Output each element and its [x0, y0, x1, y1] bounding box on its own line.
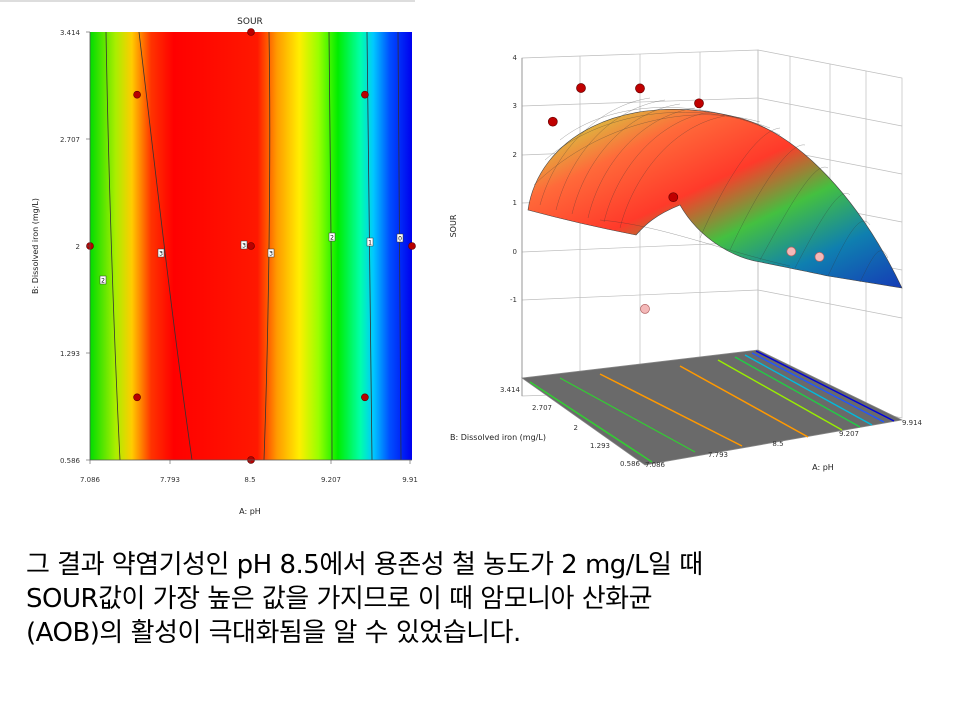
x-tick-label: 9.207 — [321, 476, 341, 484]
svg-text:2: 2 — [330, 235, 334, 242]
contour-design-points — [86, 28, 416, 464]
y-tick-label: 3.414 — [60, 29, 81, 37]
contour-y-ticks: 3.414 2.707 2 1.293 0.586 — [60, 29, 90, 465]
y-tick-label: 2.707 — [60, 136, 80, 144]
contour-label: 3 — [267, 248, 275, 258]
design-point — [361, 393, 369, 402]
contour-label: 3 — [240, 240, 248, 250]
y-tick-label: 2 — [574, 424, 578, 432]
contour-label: 0 — [396, 233, 404, 243]
caption-text: 그 결과 약염기성인 pH 8.5에서 용존성 철 농도가 2 mg/L일 때 … — [26, 548, 946, 650]
x-tick-label: 8.5 — [772, 440, 783, 448]
design-point — [668, 192, 679, 203]
design-point — [786, 246, 797, 257]
z-tick-label: 0 — [513, 248, 517, 256]
z-tick-label: 4 — [513, 54, 518, 62]
svg-text:2: 2 — [101, 278, 105, 285]
x-tick-label: 7.793 — [708, 451, 728, 459]
surface-y-axis-title: B: Dissolved iron (mg/L) — [450, 433, 546, 442]
y-tick-label: 3.414 — [500, 386, 521, 394]
y-tick-label: 2.707 — [532, 404, 552, 412]
contour-label: 1 — [366, 237, 374, 247]
design-point — [640, 304, 650, 314]
svg-text:1: 1 — [368, 240, 372, 247]
design-point — [133, 90, 141, 99]
y-tick-label: 0.586 — [620, 460, 641, 468]
svg-text:3: 3 — [159, 251, 163, 258]
surface-x-ticks: 7.086 7.793 8.5 9.207 9.914 — [645, 419, 923, 469]
design-point — [814, 252, 825, 262]
design-point — [133, 393, 141, 402]
surface-x-axis-title: A: pH — [812, 463, 834, 472]
caption-line: 그 결과 약염기성인 pH 8.5에서 용존성 철 농도가 2 mg/L일 때 — [26, 550, 703, 580]
contour-label: 2 — [328, 232, 336, 242]
contour-label: 2 — [99, 275, 107, 285]
x-tick-label: 7.086 — [80, 476, 101, 484]
surface-floor — [521, 349, 904, 466]
y-tick-label: 0.586 — [60, 457, 81, 465]
x-tick-label: 7.086 — [645, 461, 666, 469]
y-tick-label: 2 — [76, 243, 80, 251]
design-point — [408, 242, 416, 250]
y-tick-label: 1.293 — [590, 442, 610, 450]
caption-line: SOUR값이 가장 높은 값을 가지므로 이 때 암모니아 산화균 — [26, 584, 653, 614]
contour-label: 3 — [157, 248, 165, 258]
surface-z-ticks: 4 3 2 1 0 -1 — [510, 54, 518, 304]
surface-y-ticks: 3.414 2.707 2 1.293 0.586 — [500, 386, 641, 468]
surface-design-points — [547, 83, 825, 314]
contour-x-ticks: 7.086 7.793 8.5 9.207 9.91 — [80, 460, 418, 484]
contour-line — [263, 31, 271, 461]
x-tick-label: 7.793 — [160, 476, 180, 484]
z-tick-label: -1 — [510, 296, 517, 304]
design-point — [361, 90, 369, 99]
x-tick-label: 9.914 — [902, 419, 923, 427]
response-surface — [527, 97, 903, 289]
z-tick-label: 2 — [513, 151, 517, 159]
contour-line — [138, 31, 193, 461]
x-tick-label: 8.5 — [244, 476, 255, 484]
surface-z-axis-title: SOUR — [449, 214, 458, 237]
z-tick-label: 3 — [513, 102, 517, 110]
design-point — [247, 28, 255, 36]
design-point — [547, 116, 558, 127]
contour-y-axis-title: B: Dissolved iron (mg/L) — [31, 198, 40, 294]
contour-x-axis-title: A: pH — [239, 507, 261, 516]
svg-text:0: 0 — [398, 236, 402, 243]
design-point — [576, 83, 586, 93]
contour-line — [105, 31, 121, 461]
contour-chart-title: SOUR — [237, 17, 263, 27]
svg-text:3: 3 — [269, 251, 273, 258]
contour-chart: SOUR 2 3 3 3 2 1 0 3.414 2.707 2 1.293 0… — [0, 0, 418, 516]
y-tick-label: 1.293 — [60, 350, 80, 358]
svg-text:3: 3 — [242, 243, 246, 250]
surface-chart: 4 3 2 1 0 -1 SOUR — [449, 49, 923, 472]
x-tick-label: 9.207 — [839, 430, 859, 438]
charts-canvas: SOUR 2 3 3 3 2 1 0 3.414 2.707 2 1.293 0… — [0, 0, 923, 516]
z-tick-label: 1 — [513, 199, 517, 207]
design-point — [247, 242, 255, 250]
caption-line: (AOB)의 활성이 극대화됨을 알 수 있었습니다. — [26, 618, 521, 648]
design-point — [694, 98, 704, 109]
design-point — [635, 83, 645, 94]
x-tick-label: 9.91 — [402, 476, 418, 484]
